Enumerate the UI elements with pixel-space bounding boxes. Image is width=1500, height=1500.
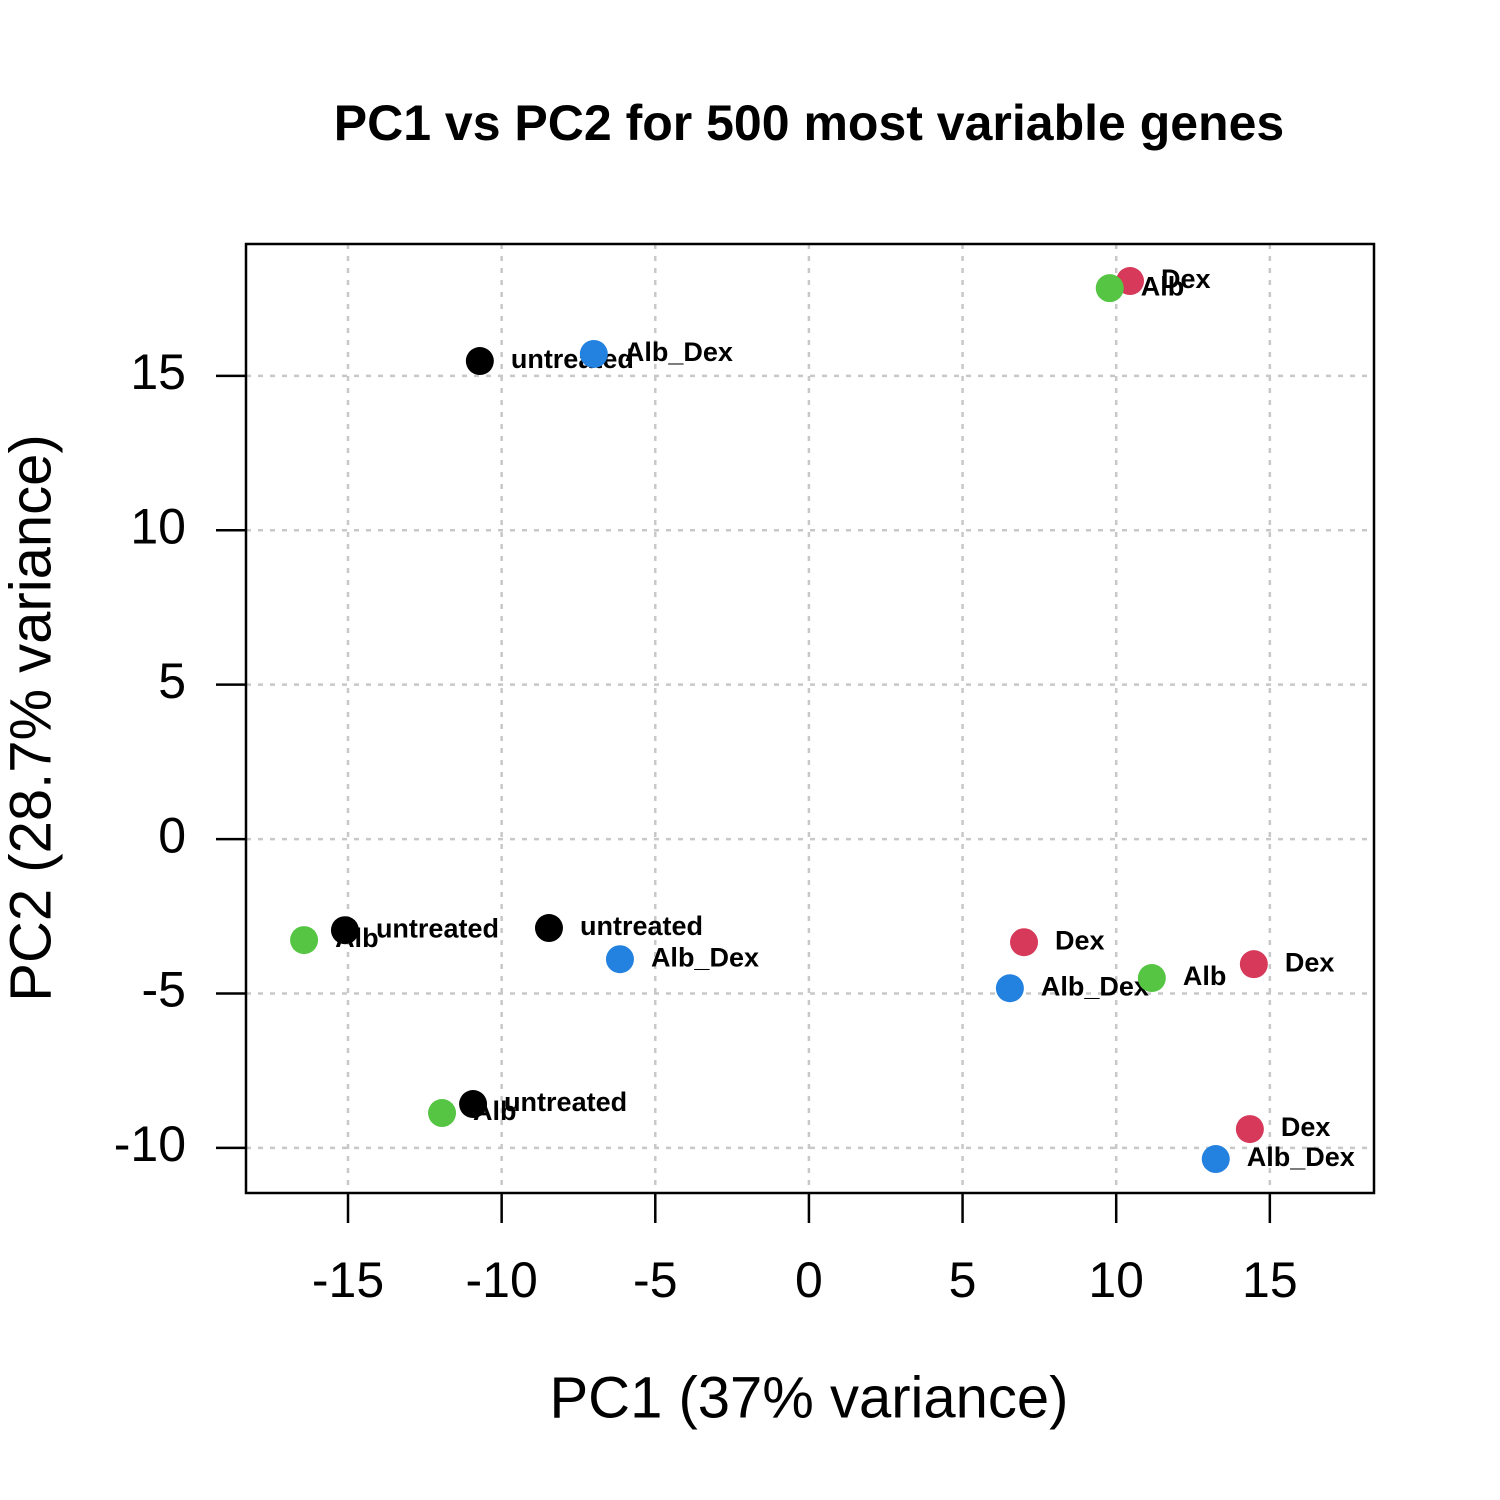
point-label: Alb [1141,271,1185,301]
chart-title: PC1 vs PC2 for 500 most variable genes [334,95,1284,151]
point-label: untreated [511,344,634,374]
x-tick-label: 5 [949,1252,977,1308]
point [579,339,608,368]
point [459,1090,488,1119]
point [465,347,494,376]
point [330,916,359,945]
x-tick-label: 10 [1088,1252,1144,1308]
y-tick-label: 0 [158,807,186,863]
point [534,914,563,943]
point [1095,274,1124,303]
x-tick-label: -15 [312,1252,384,1308]
point-label: Dex [1285,947,1335,977]
point-label: untreated [580,911,703,941]
point [1239,950,1268,979]
point [1235,1115,1264,1144]
point-label: Dex [1055,925,1105,955]
point [1137,964,1166,993]
point-label: Alb [1183,961,1227,991]
x-tick-label: 15 [1242,1252,1298,1308]
point-label: Alb_Dex [651,942,759,972]
x-axis-label: PC1 (37% variance) [550,1365,1069,1430]
point-label: untreated [376,913,499,943]
point-label: Dex [1161,264,1211,294]
x-tick-label: -5 [633,1252,677,1308]
plot-frame [244,242,1376,1195]
point [1201,1145,1230,1174]
point-label: untreated [504,1087,627,1117]
y-tick-label: 5 [158,653,186,709]
point-label: Dex [1281,1112,1331,1142]
x-tick-label: -10 [466,1252,538,1308]
y-tick-label: 15 [130,344,186,400]
y-axis-label: PC2 (28.7% variance) [0,434,63,1001]
point-label: Alb_Dex [1041,971,1149,1001]
point-label: Alb_Dex [1247,1142,1355,1172]
point [605,945,634,974]
point-label: Alb_Dex [625,337,733,367]
point [428,1099,457,1128]
y-tick-label: -10 [114,1116,186,1172]
x-tick-label: 0 [795,1252,823,1308]
y-tick-label: -5 [142,962,186,1018]
y-tick-label: 10 [130,498,186,554]
point-label: Alb [473,1096,516,1126]
point [290,926,319,955]
point [1010,928,1039,957]
point [995,974,1024,1003]
